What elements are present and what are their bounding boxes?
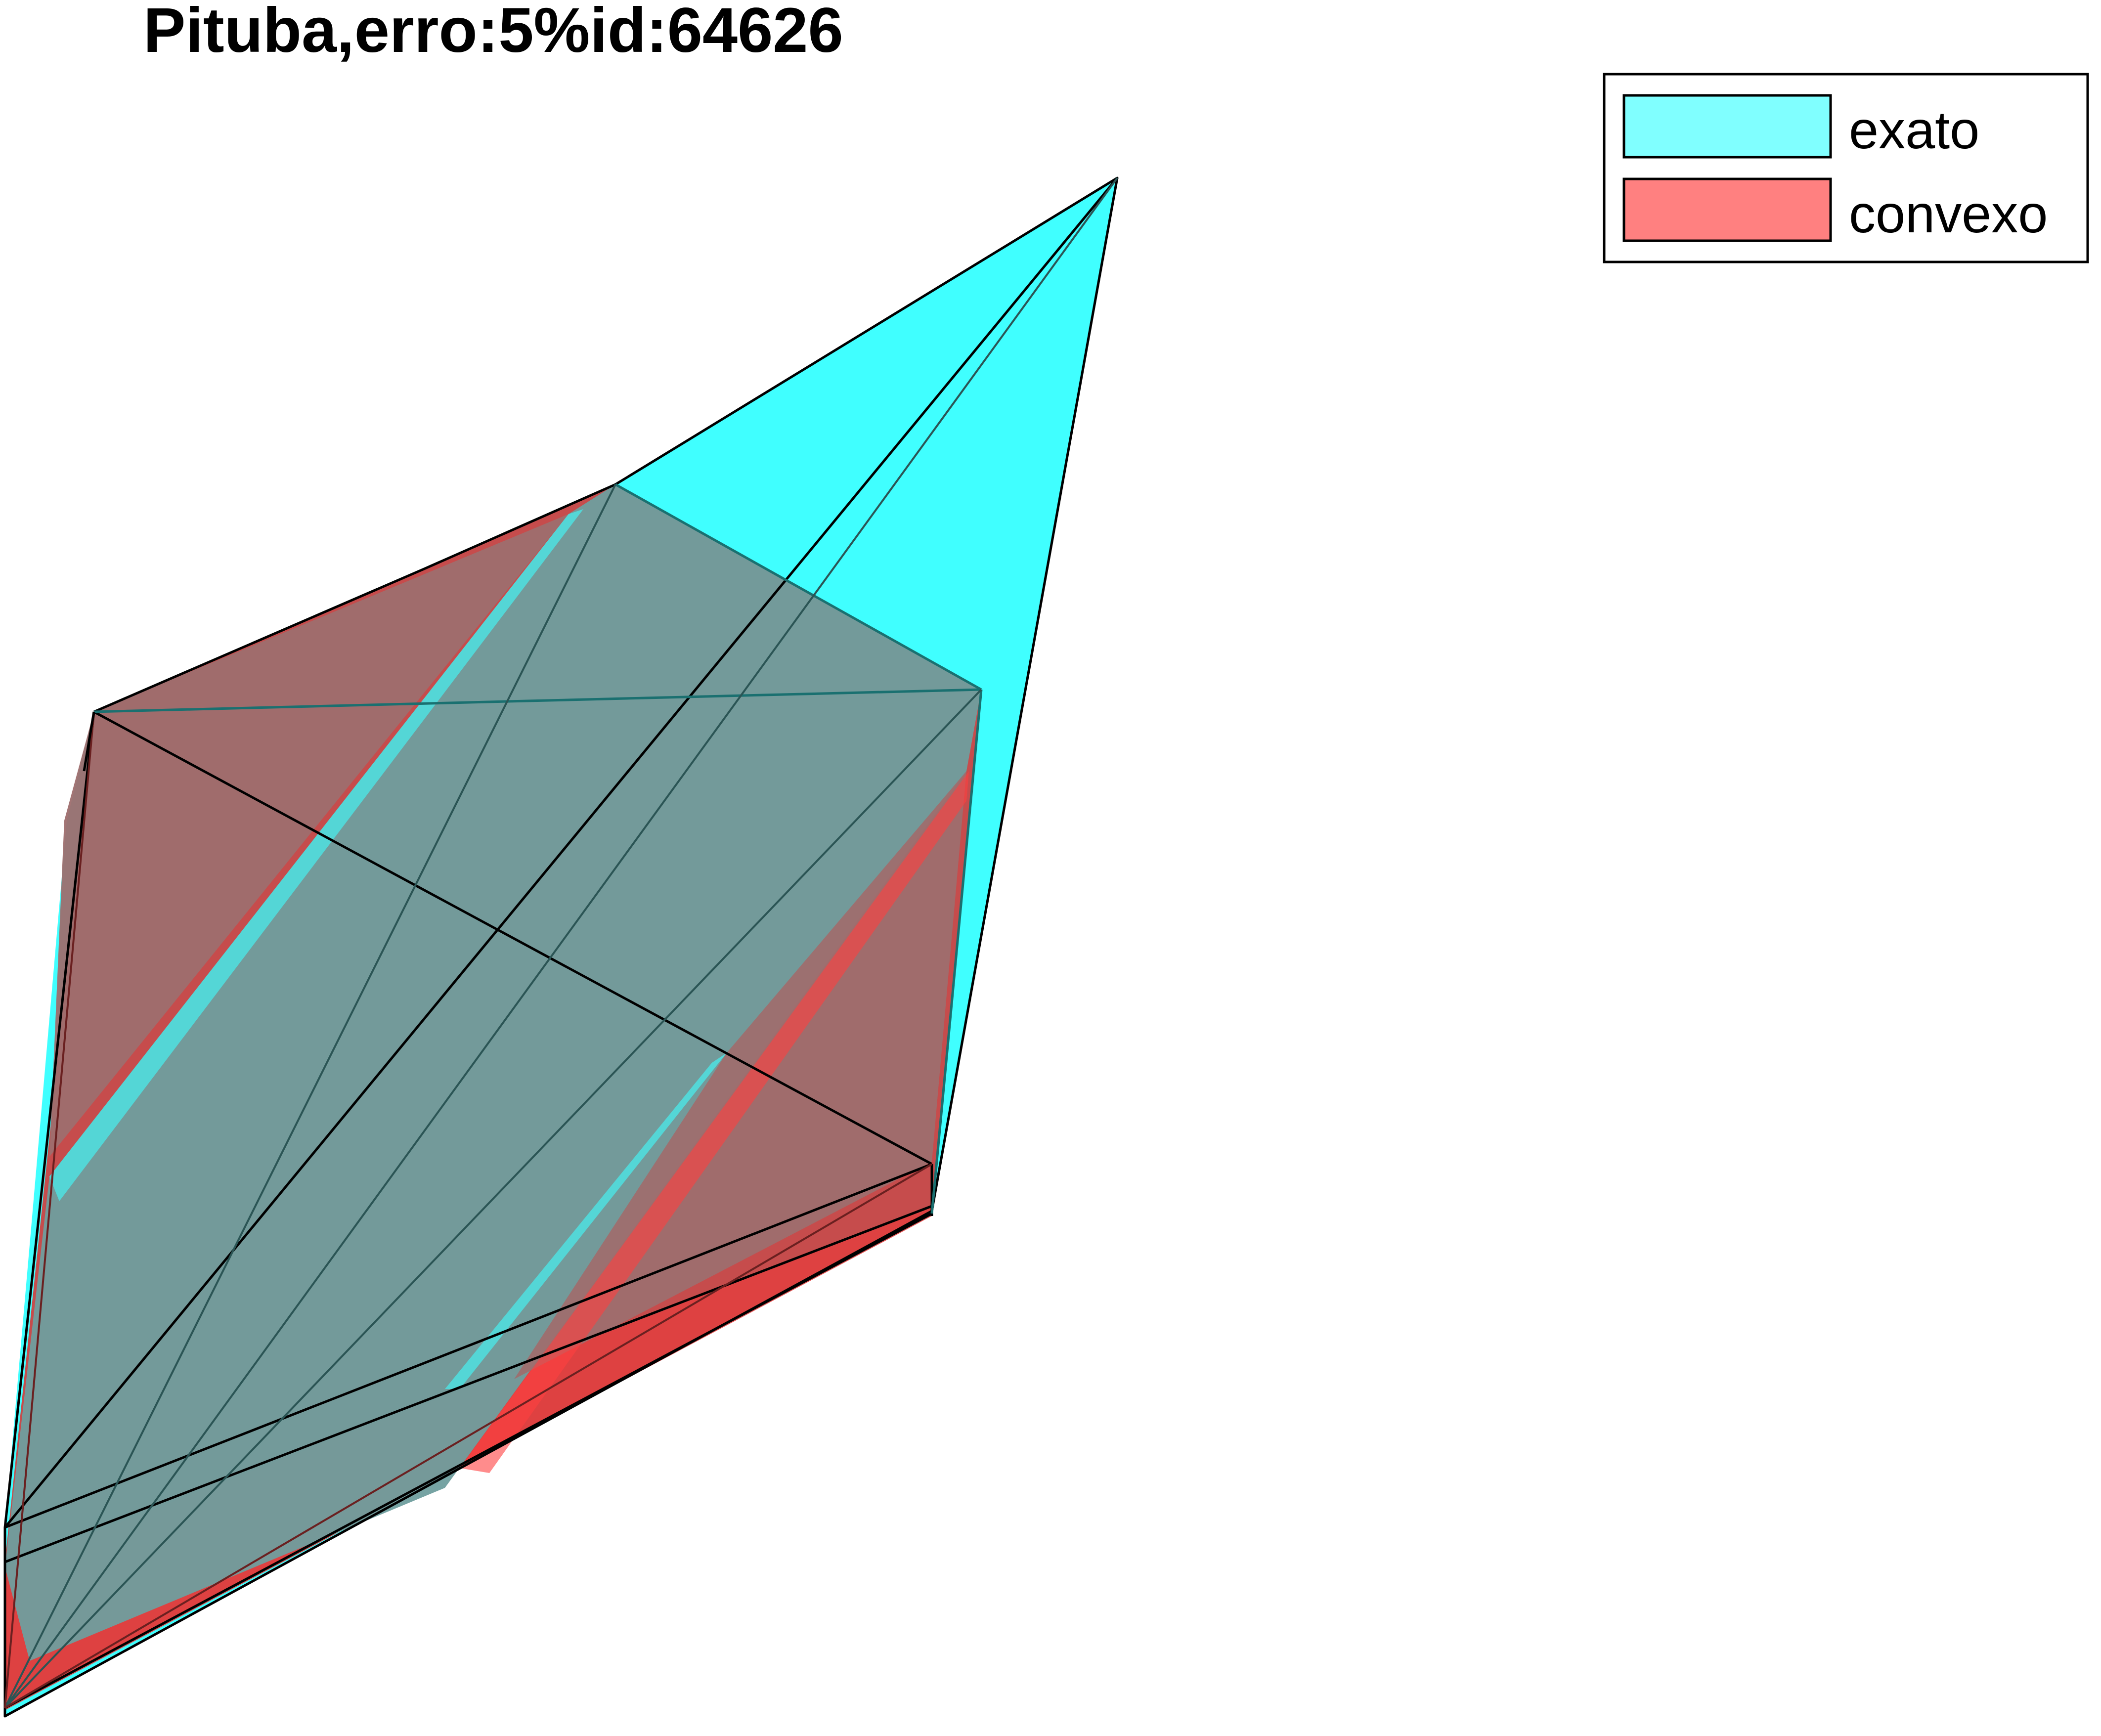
edge-inner-fan-1 bbox=[4, 484, 616, 1708]
edge-inner-fan-2 bbox=[4, 177, 1118, 1709]
legend-swatch-convexo bbox=[1622, 177, 1832, 242]
edge-inner-fan-4 bbox=[4, 1163, 933, 1709]
polyhedra-edges bbox=[3, 176, 1119, 1718]
edge-top-horizontal bbox=[93, 688, 982, 713]
legend: exato convexo bbox=[1603, 73, 2089, 263]
edge-right-down bbox=[930, 689, 983, 1214]
edge-bottom-c bbox=[4, 1212, 933, 1709]
figure-title: Pituba,erro:5%id:64626 bbox=[143, 0, 843, 66]
overlap-region bbox=[5, 484, 981, 1661]
edge-inner-fan-3 bbox=[4, 689, 982, 1709]
edge-top-right bbox=[614, 483, 982, 691]
edge-inner-left bbox=[4, 711, 95, 1708]
legend-label-convexo: convexo bbox=[1849, 184, 2048, 244]
edge-bottom-b bbox=[4, 1205, 932, 1563]
legend-label-exato: exato bbox=[1849, 100, 1979, 160]
red-highlight-strip-right bbox=[460, 771, 969, 1473]
cyan-highlight-strip-right bbox=[445, 1053, 727, 1389]
edge-diagonal-long bbox=[4, 177, 1118, 1528]
legend-swatch-exato bbox=[1622, 94, 1832, 159]
overlap-upper-left bbox=[49, 514, 569, 1157]
edge-inner-vertical bbox=[83, 711, 95, 772]
cyan-highlight-strip-left bbox=[49, 509, 583, 1201]
edge-diagonal-a bbox=[93, 710, 933, 1166]
overlap-lower-right bbox=[514, 771, 966, 1379]
edge-bottom-a bbox=[4, 1163, 932, 1529]
overlap-central-band bbox=[5, 484, 981, 1661]
